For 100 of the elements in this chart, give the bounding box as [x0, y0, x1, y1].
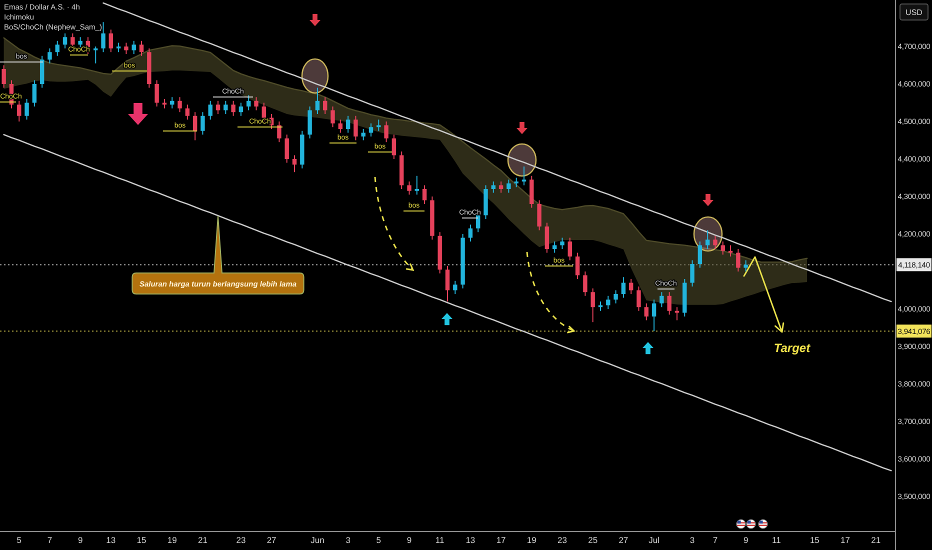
x-tick-label: 17	[496, 535, 506, 545]
candlestick	[277, 121, 282, 143]
candlestick	[514, 177, 518, 188]
x-tick-label: 7	[712, 535, 718, 545]
candlestick	[238, 102, 244, 116]
x-tick-label: Jul	[648, 535, 660, 545]
candlestick	[185, 104, 190, 120]
candlestick	[744, 260, 748, 272]
candlestick	[422, 184, 427, 204]
candlestick	[698, 241, 702, 268]
candlestick	[690, 260, 694, 287]
candlestick	[667, 292, 672, 316]
candlestick	[124, 42, 128, 54]
candlestick	[583, 271, 588, 296]
candlestick	[674, 306, 680, 321]
candlestick	[284, 134, 289, 164]
x-tick-label: 9	[406, 535, 412, 545]
x-tick-label: 11	[772, 535, 782, 545]
candlestick	[132, 40, 136, 54]
x-tick-label: 13	[106, 535, 116, 545]
candlestick	[720, 241, 725, 256]
candlestick	[506, 179, 511, 194]
x-tick-label: 11	[435, 535, 445, 545]
x-tick-label: Jun	[310, 535, 325, 545]
candlestick	[224, 100, 228, 114]
line-series	[102, 2, 892, 302]
candlestick	[368, 122, 374, 137]
candlestick	[728, 244, 733, 257]
x-tick-label: 21	[871, 535, 881, 545]
candlestick	[48, 48, 52, 64]
x-tick-label: 21	[198, 535, 208, 545]
candlestick	[108, 29, 114, 53]
candlestick	[705, 230, 710, 250]
candlestick	[208, 100, 212, 120]
candlestick	[468, 224, 473, 242]
candlestick	[414, 175, 420, 196]
candlestick	[94, 46, 98, 64]
candlestick	[62, 32, 68, 49]
candlestick	[292, 154, 297, 173]
candlestick	[315, 87, 320, 114]
candlestick	[338, 119, 343, 134]
candlestick	[544, 222, 550, 254]
candlestick	[575, 252, 580, 280]
x-tick-label: 17	[840, 535, 850, 545]
candlestick	[590, 288, 595, 323]
candlestick	[713, 235, 718, 250]
candlestick	[32, 80, 37, 107]
x-tick-label: 15	[810, 535, 820, 545]
x-tick-label: 5	[376, 535, 382, 545]
x-tick-label: 19	[526, 535, 537, 545]
candlestick	[354, 115, 358, 141]
x-tick-label: 3	[346, 535, 351, 545]
candlestick	[24, 98, 29, 120]
x-tick-label: 23	[558, 535, 568, 545]
candlestick	[2, 64, 6, 88]
candlestick	[568, 237, 572, 261]
candlestick	[231, 100, 236, 116]
candlestick	[346, 115, 350, 134]
candlestick	[323, 96, 328, 114]
candlestick	[139, 40, 144, 56]
x-tick-label: 27	[266, 535, 277, 545]
candlestick	[453, 280, 458, 294]
x-tick-label: 27	[618, 535, 628, 545]
candlestick	[384, 121, 388, 143]
candlestick	[17, 100, 22, 122]
annotation: Target	[774, 341, 812, 356]
candlestick	[254, 96, 258, 111]
y-axis-title: USD	[906, 8, 923, 17]
candlestick	[407, 181, 412, 196]
candlestick	[652, 299, 656, 332]
x-tick-label: 23	[236, 535, 246, 545]
candlestick	[330, 106, 335, 128]
candlestick	[736, 248, 740, 272]
x-tick-label: 25	[588, 535, 598, 545]
candlestick	[644, 302, 648, 321]
candlestick	[636, 286, 641, 312]
candlestick	[154, 80, 159, 107]
candlestick	[606, 295, 610, 310]
candlestick	[560, 237, 564, 250]
candlestick	[537, 200, 542, 231]
x-tick-label: 5	[16, 535, 22, 545]
x-tick-label: 9	[78, 535, 83, 545]
candlestick	[55, 40, 60, 56]
candlestick	[660, 292, 664, 308]
x-tick-label: 9	[743, 535, 748, 545]
candlestick	[200, 112, 205, 136]
x-tick-label: 19	[167, 535, 178, 545]
x-tick-label: 3	[690, 535, 695, 545]
candlestick	[614, 290, 618, 304]
candlestick	[178, 96, 182, 113]
x-tick-label: 7	[47, 535, 52, 545]
candlestick	[522, 166, 526, 186]
candlestick	[628, 278, 634, 294]
candlestick	[392, 134, 396, 160]
x-tick-label: 13	[466, 535, 476, 545]
candlestick	[192, 112, 198, 141]
candlestick	[116, 42, 121, 53]
x-tick-label: 15	[136, 535, 147, 545]
candlestick	[445, 265, 450, 302]
candlestick	[621, 276, 626, 298]
